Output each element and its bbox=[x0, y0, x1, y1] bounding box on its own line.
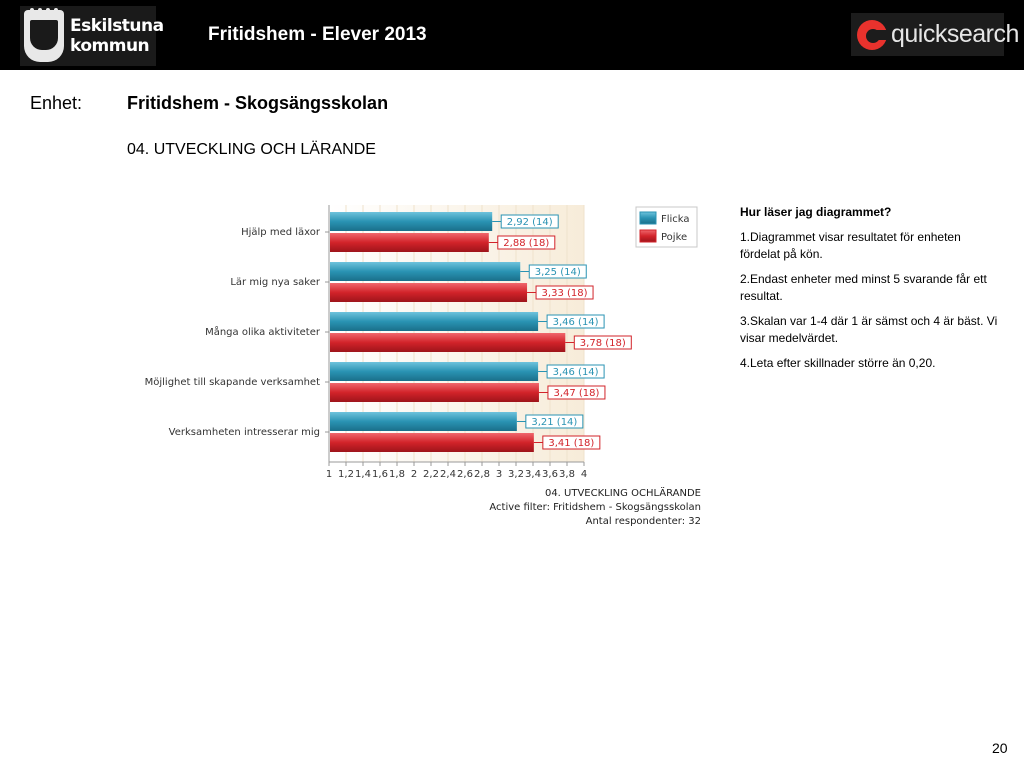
bar-flicka bbox=[330, 412, 517, 431]
chart-footer-line: Antal respondenter: 32 bbox=[586, 516, 701, 527]
data-label-box bbox=[528, 264, 587, 279]
category-label: Hjälp med läxor bbox=[241, 227, 321, 238]
x-tick-label: 2 bbox=[411, 469, 417, 480]
category-label: Lär mig nya saker bbox=[230, 277, 321, 288]
data-label-box bbox=[546, 364, 605, 379]
x-tick-label: 3,6 bbox=[542, 469, 558, 480]
data-label-box bbox=[497, 235, 556, 250]
help-title: Hur läser jag diagrammet? bbox=[740, 205, 892, 219]
data-label-box bbox=[573, 335, 632, 350]
legend-swatch-pojke bbox=[639, 229, 657, 243]
data-label: 3,21 (14) bbox=[531, 417, 577, 428]
category-label: Möjlighet till skapande verksamhet bbox=[145, 377, 320, 388]
bar-flicka bbox=[330, 362, 539, 381]
unit-label: Enhet: bbox=[30, 93, 83, 113]
data-label: 3,47 (18) bbox=[553, 388, 599, 399]
eskilstuna-kommun-logo: Eskilstuna kommun bbox=[20, 6, 164, 66]
data-label: 3,78 (18) bbox=[580, 338, 626, 349]
category-label: Många olika aktiviteter bbox=[205, 325, 321, 338]
data-label: 3,25 (14) bbox=[535, 267, 581, 278]
coat-of-arms-icon bbox=[24, 8, 64, 62]
legend-label-pojke: Pojke bbox=[661, 232, 687, 243]
x-tick-label: 1,4 bbox=[355, 469, 371, 480]
x-tick-label: 3,8 bbox=[559, 469, 575, 480]
chart-footer-line: 04. UTVECKLING OCHLÄRANDE bbox=[545, 486, 701, 499]
x-tick-label: 2,2 bbox=[423, 469, 439, 480]
x-tick-label: 3,2 bbox=[508, 469, 524, 480]
help-point-4: 4.Leta efter skillnader större än 0,20. bbox=[740, 356, 936, 370]
data-label: 3,41 (18) bbox=[548, 438, 594, 449]
x-tick-label: 2,4 bbox=[440, 469, 456, 480]
help-point-1: 1.Diagrammet visar resultatet för enhete… bbox=[740, 230, 961, 261]
x-tick-label: 3 bbox=[496, 469, 502, 480]
org-name-line2: kommun bbox=[70, 36, 150, 56]
data-label-box bbox=[535, 285, 594, 300]
header-bar: Eskilstuna kommun Fritidshem - Elever 20… bbox=[0, 0, 1024, 70]
x-tick-label: 3,4 bbox=[525, 469, 541, 480]
x-tick-label: 2,6 bbox=[457, 469, 473, 480]
x-tick-label: 2,8 bbox=[474, 469, 490, 480]
help-panel: Hur läser jag diagrammet? 1.Diagrammet v… bbox=[740, 204, 1000, 380]
x-tick-label: 1 bbox=[326, 469, 332, 480]
quicksearch-logo: quicksearch bbox=[851, 13, 1019, 56]
quicksearch-icon bbox=[857, 20, 889, 50]
logo-text: Eskilstuna kommun bbox=[70, 16, 164, 56]
bar-pojke bbox=[330, 333, 566, 352]
bar-pojke bbox=[330, 433, 534, 452]
quicksearch-brand-text: quicksearch bbox=[891, 20, 1019, 48]
chart-footer-line: Active filter: Fritidshem - Skogsängssko… bbox=[489, 502, 701, 513]
help-point-3: 3.Skalan var 1-4 där 1 är sämst och 4 är… bbox=[740, 314, 998, 345]
page-number: 20 bbox=[992, 740, 1008, 756]
data-label-box bbox=[546, 314, 605, 329]
bar-pojke bbox=[330, 283, 528, 302]
bar-flicka bbox=[330, 312, 539, 331]
bar-pojke bbox=[330, 233, 489, 252]
data-label: 2,92 (14) bbox=[507, 217, 553, 228]
category-label: Verksamheten intresserar mig bbox=[169, 427, 320, 438]
data-label: 3,46 (14) bbox=[553, 367, 599, 378]
unit-value: Fritidshem - Skogsängsskolan bbox=[127, 93, 389, 113]
data-label-box bbox=[500, 214, 559, 229]
bar-pojke bbox=[330, 383, 539, 402]
x-tick-label: 1,2 bbox=[338, 469, 354, 480]
bar-flicka bbox=[330, 262, 521, 281]
legend-swatch-flicka bbox=[639, 211, 657, 225]
x-tick-label: 1,8 bbox=[389, 469, 405, 480]
legend-label-flicka: Flicka bbox=[661, 214, 690, 225]
data-label: 3,46 (14) bbox=[553, 317, 599, 328]
x-tick-label: 1,6 bbox=[372, 469, 388, 480]
data-label-box bbox=[525, 414, 584, 429]
data-label: 2,88 (18) bbox=[503, 238, 549, 249]
help-point-2: 2.Endast enheter med minst 5 svarande få… bbox=[740, 272, 987, 303]
org-name-line1: Eskilstuna bbox=[70, 16, 164, 36]
data-label-box bbox=[542, 435, 601, 450]
report-title: Fritidshem - Elever 2013 bbox=[208, 24, 427, 45]
x-tick-label: 4 bbox=[581, 469, 587, 480]
bar-chart: Hjälp med läxor 2,92 (14) 2,88 (18) Lär mig… bbox=[145, 205, 701, 527]
bar-flicka bbox=[330, 212, 493, 231]
section-title: 04. UTVECKLING OCH LÄRANDE bbox=[127, 141, 376, 158]
data-label-box bbox=[547, 385, 606, 400]
data-label: 3,33 (18) bbox=[542, 288, 588, 299]
